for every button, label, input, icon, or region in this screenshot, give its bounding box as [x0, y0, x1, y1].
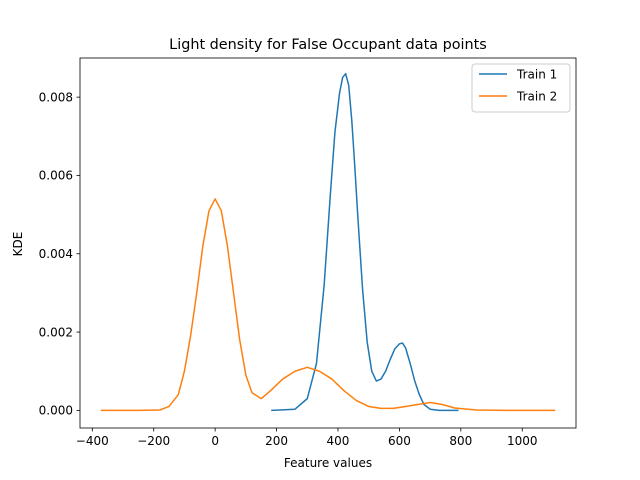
plot-area: [79, 57, 577, 429]
legend-label-2: Train 2: [516, 90, 557, 104]
legend: Train 1 Train 2: [471, 63, 571, 113]
y-tick-label: 0.008: [39, 90, 73, 104]
x-axis: −400 −200 0 200 400 600 800 1000: [76, 428, 538, 448]
legend-label-1: Train 1: [516, 68, 557, 82]
chart-title: Light density for False Occupant data po…: [169, 37, 487, 53]
x-tick-label: 200: [265, 434, 288, 448]
y-axis-title: KDE: [11, 232, 25, 257]
axes-frame: [79, 57, 577, 429]
x-tick-label: 1000: [507, 434, 538, 448]
y-tick-label: 0.006: [39, 169, 73, 183]
x-tick-label: 0: [211, 434, 219, 448]
y-tick-label: 0.004: [39, 247, 73, 261]
y-axis: 0.000 0.002 0.004 0.006 0.008: [39, 90, 80, 418]
x-tick-label: −200: [137, 434, 170, 448]
series-line-2: [100, 198, 556, 412]
y-tick-label: 0.002: [39, 325, 73, 339]
x-tick-label: 600: [388, 434, 411, 448]
x-tick-label: 400: [327, 434, 350, 448]
x-tick-label: 800: [449, 434, 472, 448]
x-tick-label: −400: [76, 434, 109, 448]
y-tick-label: 0.000: [39, 404, 73, 418]
x-axis-title: Feature values: [284, 456, 372, 470]
series-line-1: [271, 72, 459, 412]
legend-box: [471, 63, 571, 113]
